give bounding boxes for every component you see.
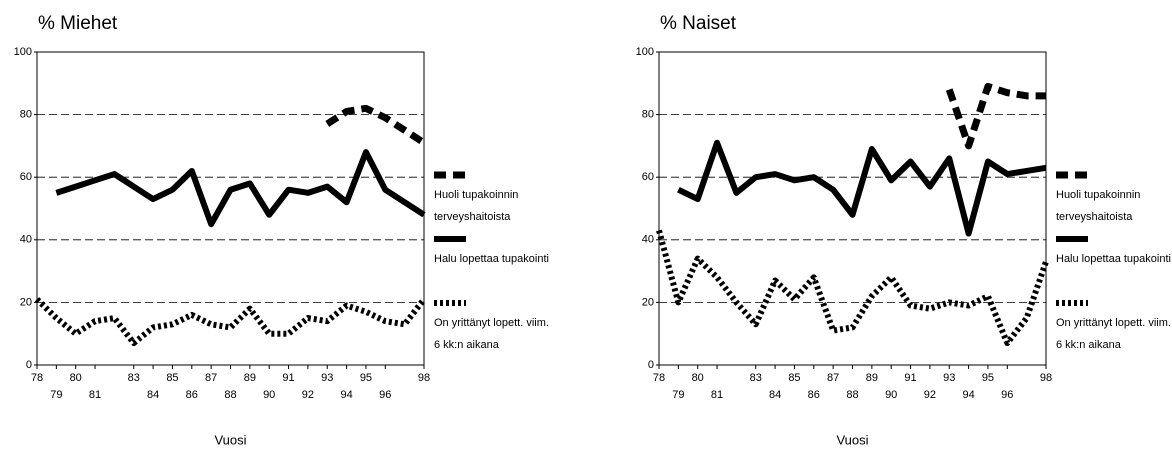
y-tick-label: 80 [20, 109, 32, 121]
x-tick-label: 92 [924, 389, 936, 401]
y-tick-label: 40 [642, 234, 654, 246]
x-tick-label: 87 [205, 372, 217, 384]
x-tick-label: 87 [827, 372, 839, 384]
x-tick-label: 83 [750, 372, 762, 384]
x-tick-label: 86 [808, 389, 820, 401]
x-tick-label: 80 [692, 372, 704, 384]
series-line [34, 297, 427, 347]
chart-title: % Naiset [660, 13, 737, 34]
x-tick-label: 98 [1040, 372, 1052, 384]
x-tick-label: 90 [263, 389, 275, 401]
legend-label: Huoli tupakoinnin terveyshaitoista [1056, 189, 1141, 223]
x-tick-label: 85 [166, 372, 178, 384]
legend-label: Halu lopettaa tupakointi [1056, 253, 1171, 265]
x-tick-label: 96 [1001, 389, 1013, 401]
x-tick-label: 94 [340, 389, 352, 401]
x-tick-label: 81 [89, 389, 101, 401]
x-tick-label: 85 [788, 372, 800, 384]
x-tick-label: 84 [147, 389, 159, 401]
series-line [656, 229, 1049, 347]
x-tick-label: 94 [962, 389, 974, 401]
x-tick-label: 88 [846, 389, 858, 401]
x-tick-label: 91 [282, 372, 294, 384]
x-tick-label: 92 [302, 389, 314, 401]
x-tick-label: 93 [943, 372, 955, 384]
x-tick-label: 91 [904, 372, 916, 384]
x-axis-label: Vuosi [214, 432, 246, 447]
chart-title: % Miehet [38, 13, 118, 34]
y-tick-label: 100 [14, 46, 32, 58]
y-tick-label: 0 [648, 359, 654, 371]
y-tick-label: 100 [636, 46, 654, 58]
y-tick-label: 60 [642, 171, 654, 183]
legend-label: Huoli tupakoinnin terveyshaitoista [434, 189, 519, 223]
x-tick-label: 83 [128, 372, 140, 384]
y-tick-label: 40 [20, 234, 32, 246]
x-tick-label: 90 [885, 389, 897, 401]
x-tick-label: 96 [379, 389, 391, 401]
y-tick-label: 0 [26, 359, 32, 371]
legend-label: Halu lopettaa tupakointi [434, 253, 549, 265]
x-tick-label: 84 [769, 389, 781, 401]
x-tick-label: 89 [866, 372, 878, 384]
x-tick-label: 89 [244, 372, 256, 384]
y-tick-label: 20 [20, 296, 32, 308]
y-tick-label: 80 [642, 109, 654, 121]
x-tick-label: 78 [31, 372, 43, 384]
x-tick-label: 86 [186, 389, 198, 401]
y-tick-label: 60 [20, 171, 32, 183]
x-tick-label: 95 [982, 372, 994, 384]
x-tick-label: 79 [672, 389, 684, 401]
y-tick-label: 20 [642, 296, 654, 308]
x-tick-label: 88 [224, 389, 236, 401]
x-tick-label: 80 [70, 372, 82, 384]
x-tick-label: 95 [360, 372, 372, 384]
series-line [325, 104, 426, 146]
x-axis-label: Vuosi [836, 432, 868, 447]
legend-label: On yrittänyt lopett. viim. 6 kk:n aikana [434, 317, 549, 351]
series-line [945, 82, 1046, 150]
series-line [55, 149, 426, 228]
legend-label: On yrittänyt lopett. viim. 6 kk:n aikana [1056, 317, 1171, 351]
x-tick-label: 79 [50, 389, 62, 401]
series-line [677, 139, 1047, 237]
x-tick-label: 81 [711, 389, 723, 401]
plot-frame [36, 51, 425, 366]
x-tick-label: 93 [321, 372, 333, 384]
x-tick-label: 78 [653, 372, 665, 384]
x-tick-label: 98 [418, 372, 430, 384]
